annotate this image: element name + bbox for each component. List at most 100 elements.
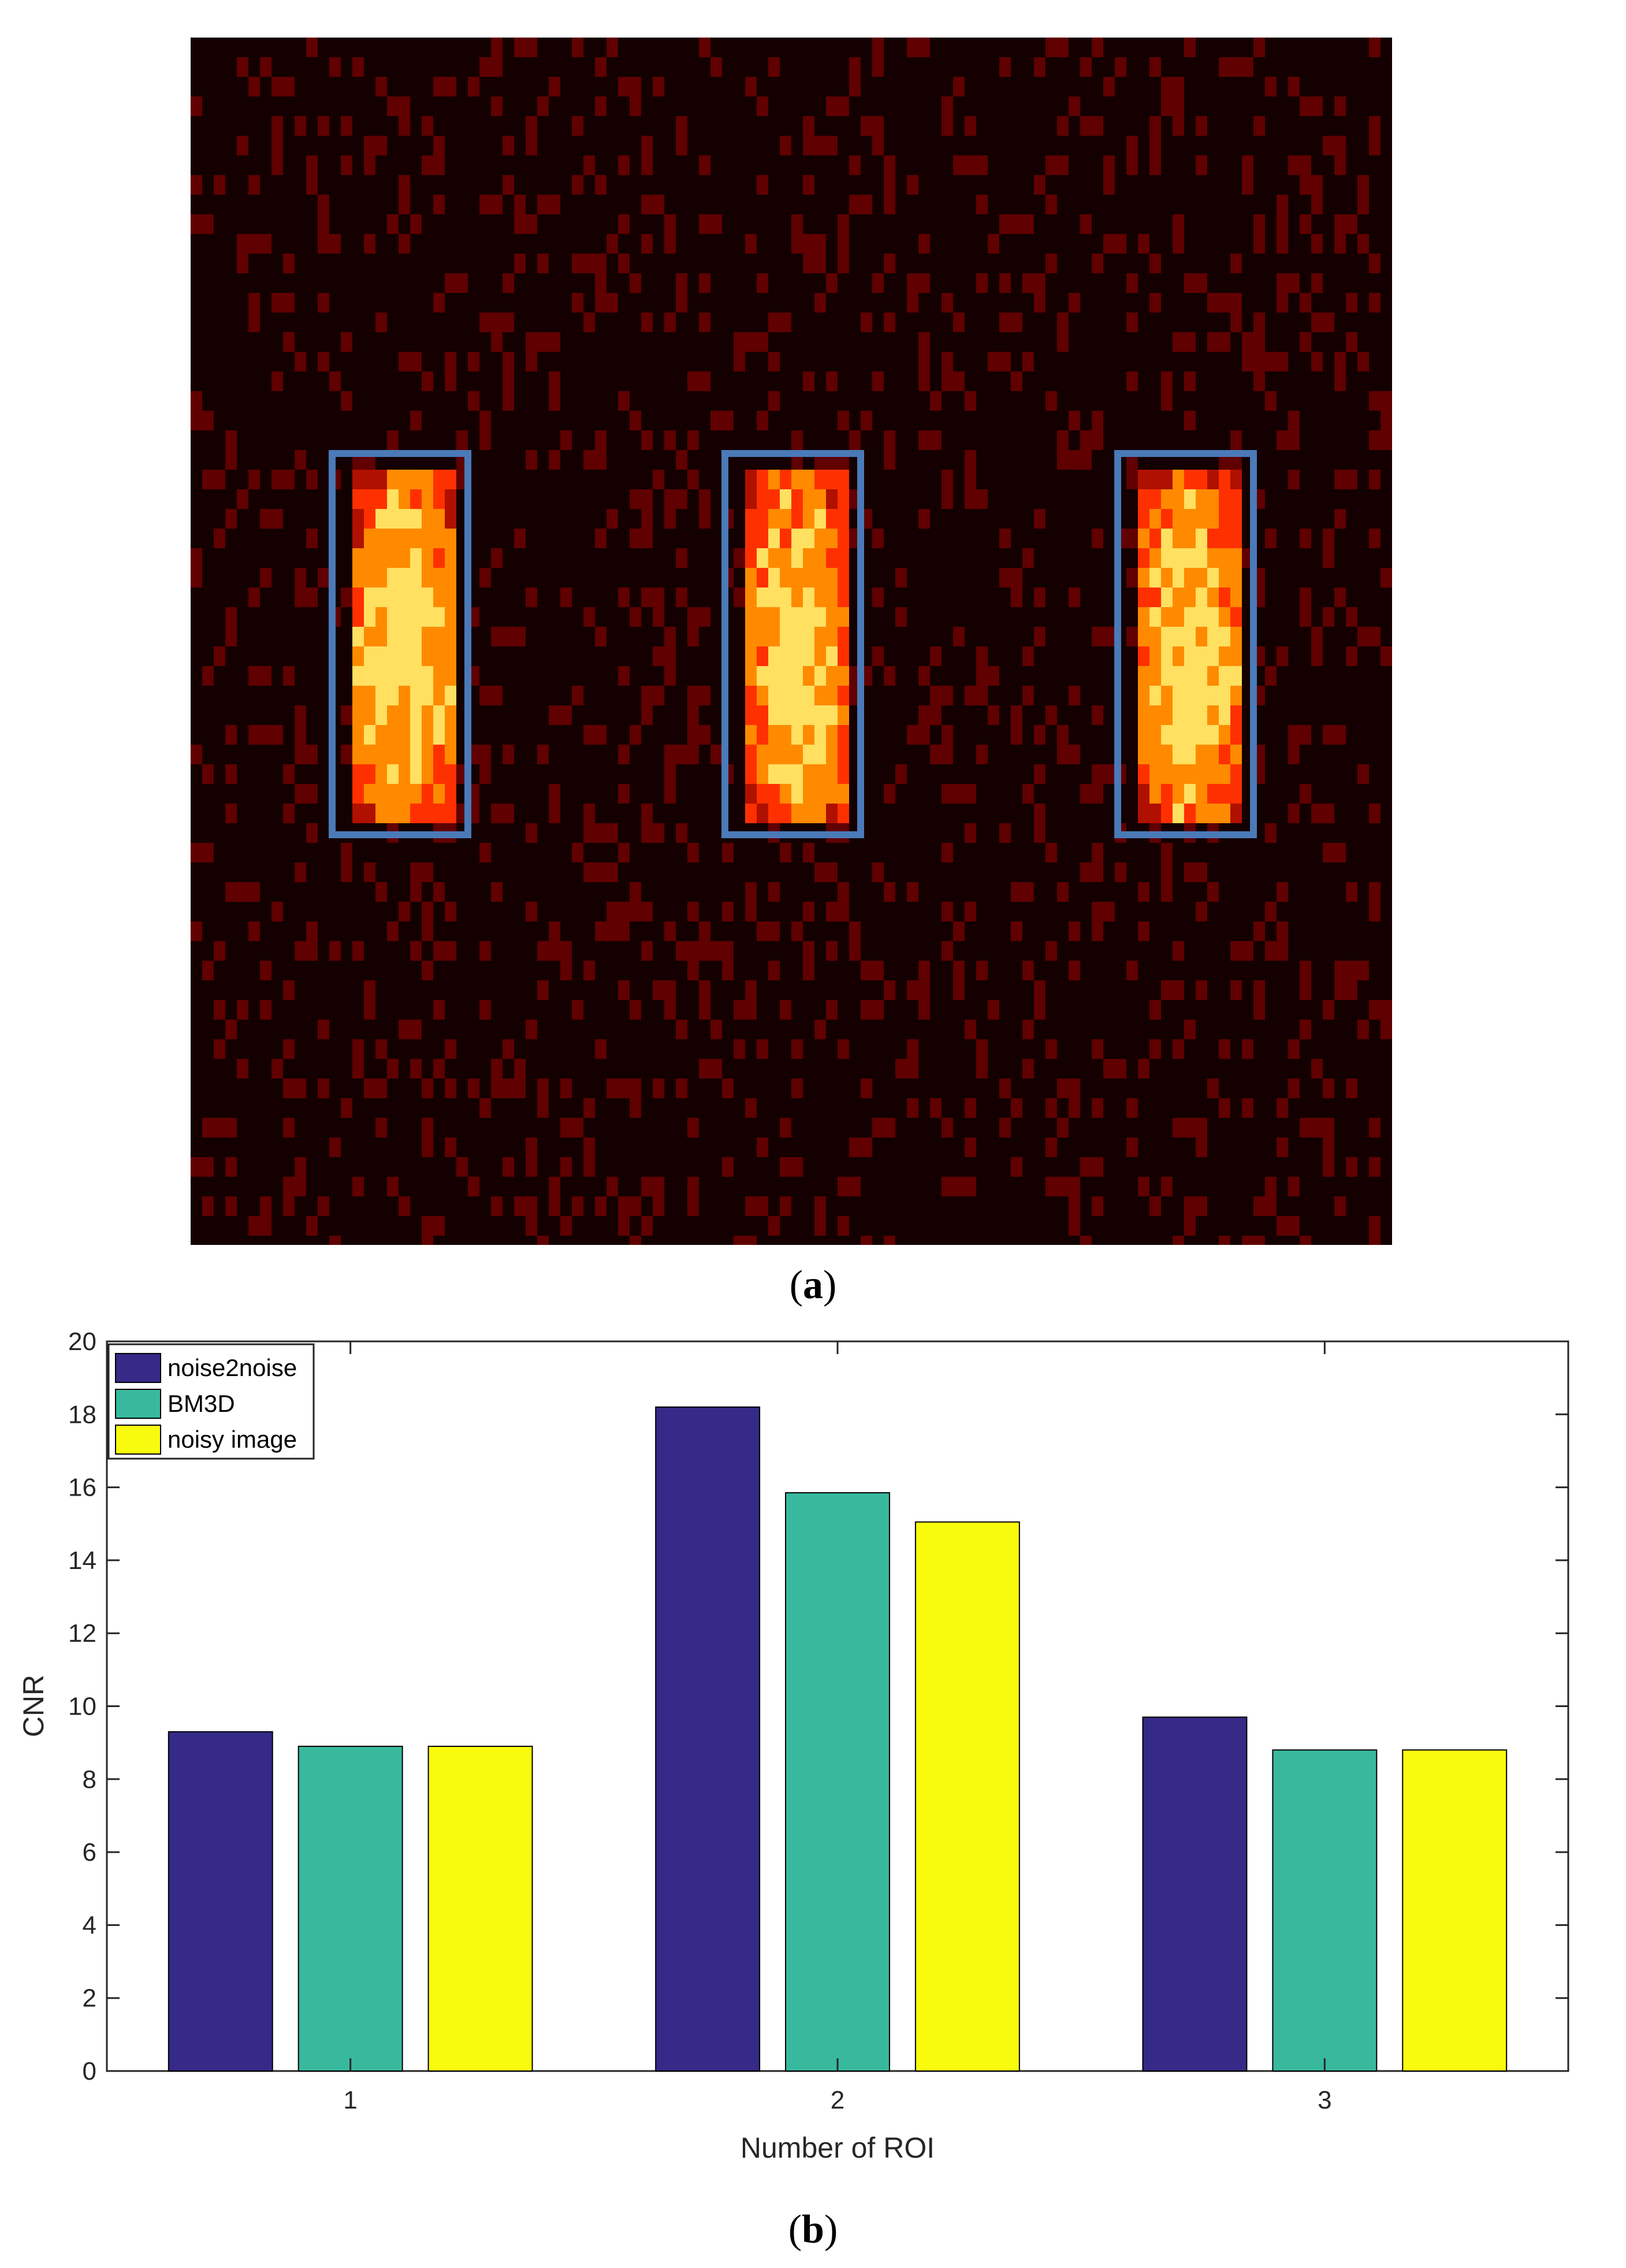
heatmap-cell [1369, 529, 1381, 548]
heatmap-cell [1022, 882, 1034, 902]
heatmap-cell [456, 273, 468, 293]
heatmap-cell [999, 1079, 1011, 1098]
heatmap-cell [433, 1000, 445, 1020]
heatmap-cell [1381, 391, 1392, 411]
heatmap-cell [295, 862, 306, 882]
heatmap-cell [295, 450, 306, 470]
heatmap-cell [1057, 450, 1069, 470]
heatmap-cell [399, 646, 410, 666]
heatmap-cell [734, 1236, 745, 1245]
heatmap-cell [1173, 548, 1184, 568]
heatmap-cell [341, 1098, 352, 1118]
heatmap-cell [445, 470, 456, 489]
heatmap-cell [676, 293, 687, 313]
heatmap-cell [595, 529, 607, 548]
heatmap-cell [387, 627, 399, 646]
heatmap-cell [618, 155, 630, 175]
heatmap-cell [757, 175, 768, 195]
heatmap-cell [191, 391, 202, 411]
heatmap-cell [410, 1020, 422, 1039]
heatmap-cell [930, 705, 942, 725]
heatmap-cell [1288, 470, 1300, 489]
heatmap-cell [1184, 529, 1196, 548]
heatmap-cell [1126, 136, 1138, 155]
heatmap-cell [907, 38, 918, 57]
heatmap-cell [838, 646, 849, 666]
heatmap-cell [1184, 470, 1196, 489]
heatmap-cell [1173, 1118, 1184, 1137]
heatmap-cell [526, 1137, 537, 1157]
heatmap-cell [399, 725, 410, 745]
heatmap-cell [768, 489, 780, 509]
heatmap-cell [757, 745, 768, 764]
heatmap-cell [1230, 804, 1242, 823]
heatmap-cell [1069, 686, 1080, 705]
heatmap-cell [1149, 1000, 1161, 1020]
heatmap-cell [1034, 57, 1045, 77]
heatmap-cell [699, 371, 710, 391]
heatmap-cell [687, 941, 699, 961]
heatmap-cell [1219, 725, 1230, 745]
heatmap-cell [791, 1157, 803, 1177]
heatmap-cell [1161, 725, 1173, 745]
heatmap-cell [375, 489, 387, 509]
heatmap-cell [918, 430, 930, 450]
heatmap-cell [399, 470, 410, 489]
heatmap-cell [768, 313, 780, 332]
heatmap-cell [803, 529, 814, 548]
heatmap-cell [814, 588, 826, 607]
heatmap-cell [468, 1079, 479, 1098]
heatmap-cell [399, 705, 410, 725]
heatmap-cell [1173, 607, 1184, 627]
heatmap-cell [1242, 352, 1253, 371]
heatmap-cell [1092, 1157, 1103, 1177]
heatmap-cell [676, 116, 687, 136]
heatmap-cell [445, 686, 456, 705]
heatmap-cell [1069, 1216, 1080, 1236]
heatmap-cell [248, 666, 260, 686]
heatmap-cell [583, 1137, 595, 1157]
heatmap-cell [965, 902, 976, 921]
heatmap-cell [757, 548, 768, 568]
heatmap-cell [375, 548, 387, 568]
heatmap-cell [618, 77, 630, 96]
heatmap-cell [872, 1000, 884, 1020]
heatmap-cell [1184, 804, 1196, 823]
heatmap-cell [410, 784, 422, 804]
heatmap-cell [260, 1196, 271, 1216]
heatmap-cell [1219, 646, 1230, 666]
heatmap-cell [907, 980, 918, 1000]
heatmap-cell [237, 234, 248, 254]
heatmap-cell [433, 607, 445, 627]
heatmap-cell [768, 529, 780, 548]
heatmap-cell [1034, 175, 1045, 195]
bar-bm3d-roi-2 [785, 1492, 890, 2072]
heatmap-cell [757, 411, 768, 430]
heatmap-cell [1253, 332, 1265, 352]
heatmap-cell [1311, 646, 1323, 666]
heatmap-cell [1323, 1137, 1334, 1157]
heatmap-cell [479, 686, 491, 705]
heatmap-cell [768, 627, 780, 646]
heatmap-cell [445, 804, 456, 823]
heatmap-cell [595, 862, 607, 882]
heatmap-cell [433, 136, 445, 155]
heatmap-cell [976, 1039, 988, 1059]
heatmap-cell [1230, 57, 1242, 77]
heatmap-cell [814, 548, 826, 568]
heatmap-cell [757, 764, 768, 784]
heatmap-cell [780, 1196, 791, 1216]
heatmap-cell [791, 705, 803, 725]
heatmap-cell [745, 980, 757, 1000]
heatmap-cell [1080, 450, 1092, 470]
heatmap-cell [560, 1079, 572, 1098]
heatmap-cell [918, 38, 930, 57]
heatmap-cell [791, 548, 803, 568]
heatmap-cell [1011, 588, 1022, 607]
heatmap-cell [572, 38, 583, 57]
heatmap-cell [191, 1157, 202, 1177]
heatmap-cell [1288, 77, 1300, 96]
heatmap-cell [1219, 1236, 1230, 1245]
heatmap-cell [768, 961, 780, 980]
heatmap-cell [387, 1177, 399, 1196]
